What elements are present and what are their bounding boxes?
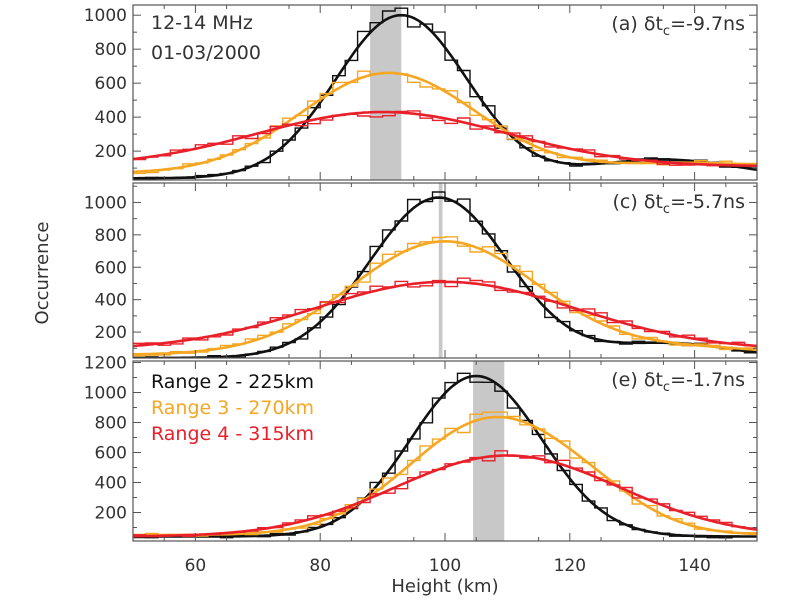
- shaded-band-c: [438, 183, 443, 358]
- y-tick-label-c-800: 800: [95, 226, 127, 246]
- fit-curve-range-2-e: [133, 374, 757, 538]
- y-tick-label-c-600: 600: [95, 258, 127, 278]
- y-tick-label-e-400: 400: [95, 474, 127, 494]
- histogram-range-3-c: [133, 236, 757, 357]
- x-tick-label-60: 60: [185, 556, 207, 576]
- fit-curve-range-3-e: [133, 415, 757, 537]
- y-tick-label-e-1000: 1000: [84, 384, 127, 404]
- x-tick-label-100: 100: [429, 556, 461, 576]
- fit-curve-range-3-c: [133, 239, 757, 356]
- y-tick-label-a-400: 400: [95, 108, 127, 128]
- panel-a: 200 400 600 800 1000 (a) δtc=-9.7ns 12-14 MHz 0…: [84, 4, 758, 181]
- fit-curve-range-4-a: [133, 110, 757, 168]
- panel-label-a: (a) δtc=-9.7ns: [611, 13, 745, 39]
- y-tick-label-a-800: 800: [95, 40, 127, 60]
- histogram-range-2-c: [144, 191, 757, 358]
- y-tick-label-c-400: 400: [95, 291, 127, 311]
- panels-layer: 200 400 600 800 1000 (a) δtc=-9.7ns 12-14 MHz 0…: [84, 4, 758, 542]
- panel-c: 200 400 600 800 1000 (c) δtc=-5.7ns: [84, 182, 758, 359]
- histogram-range-4-c: [133, 277, 757, 347]
- y-tick-label-e-800: 800: [95, 414, 127, 434]
- fit-curve-range-3-a: [133, 71, 757, 174]
- shaded-band-a: [370, 5, 402, 180]
- x-axis-label: Height (km): [391, 576, 498, 597]
- x-tick-label-80: 80: [309, 556, 331, 576]
- legend-range-3: Range 3 - 270km: [151, 397, 314, 419]
- y-tick-label-a-1000: 1000: [84, 6, 127, 26]
- fit-curve-range-4-c: [133, 280, 757, 348]
- x-tick-label-140: 140: [678, 556, 710, 576]
- x-tick-label-120: 120: [554, 556, 586, 576]
- y-tick-label-a-600: 600: [95, 74, 127, 94]
- legend-range-2: Range 2 - 225km: [151, 371, 314, 393]
- y-tick-label-c-200: 200: [95, 323, 127, 343]
- fit-curve-range-2-c: [133, 196, 757, 358]
- legend-range-4: Range 4 - 315km: [151, 423, 314, 445]
- fit-curve-range-4-e: [133, 454, 757, 538]
- x-axis-layer: 60 80 100 120 140: [185, 556, 711, 576]
- panel-label-e: (e) δtc=-1.7ns: [611, 369, 745, 395]
- y-axis-label: Occurrence: [32, 222, 53, 325]
- panel-annotation-a-1: 01-03/2000: [151, 42, 261, 64]
- y-tick-label-e-1200: 1200: [84, 354, 127, 374]
- panel-label-c: (c) δtc=-5.7ns: [613, 191, 745, 217]
- y-tick-label-c-1000: 1000: [84, 193, 127, 213]
- panel-e: 200 400 600 800 1000 1200 (e) δtc=-1.7ns Range …: [84, 354, 758, 542]
- panel-annotation-a-0: 12-14 MHz: [151, 12, 253, 34]
- y-tick-label-a-200: 200: [95, 142, 127, 162]
- histogram-range-4-e: [133, 450, 757, 538]
- y-tick-label-e-200: 200: [95, 504, 127, 524]
- y-tick-label-e-600: 600: [95, 444, 127, 464]
